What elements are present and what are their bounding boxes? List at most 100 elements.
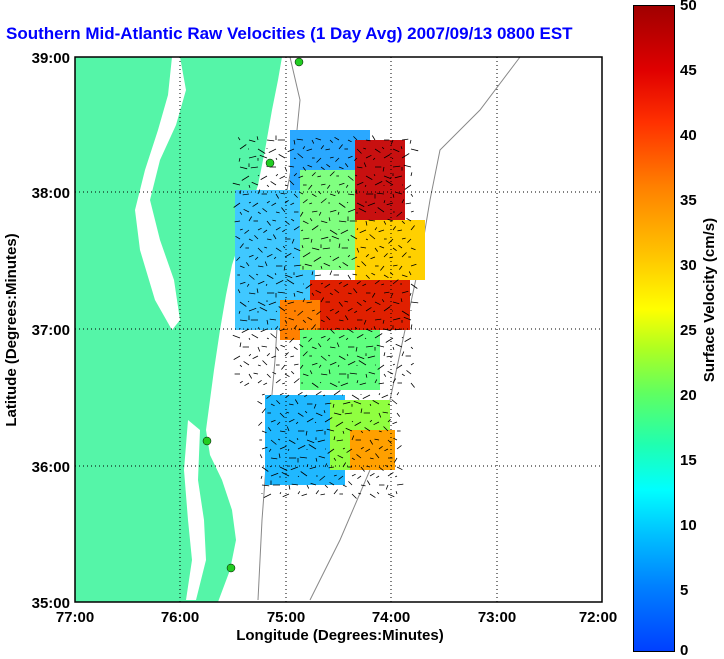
velocity-arrow bbox=[248, 201, 251, 204]
velocity-arrow bbox=[318, 364, 322, 368]
velocity-arrow bbox=[287, 148, 295, 153]
velocity-arrow bbox=[258, 421, 263, 426]
velocity-arrow bbox=[326, 184, 331, 189]
velocity-arrow bbox=[329, 139, 333, 143]
velocity-arrow bbox=[322, 247, 331, 250]
velocity-arrow bbox=[365, 175, 373, 180]
velocity-arrow bbox=[401, 274, 408, 278]
velocity-arrow bbox=[376, 491, 380, 495]
velocity-arrow bbox=[239, 380, 243, 384]
velocity-arrow bbox=[239, 265, 245, 269]
station-marker bbox=[265, 158, 275, 168]
velocity-arrow bbox=[337, 211, 340, 215]
velocity-arrow bbox=[356, 301, 362, 306]
velocity-arrow bbox=[239, 144, 247, 150]
velocity-arrow bbox=[383, 175, 392, 180]
velocity-arrow bbox=[241, 328, 250, 333]
velocity-arrow bbox=[360, 446, 364, 450]
velocity-arrow bbox=[363, 299, 367, 303]
x-tick-label: 75:00 bbox=[267, 609, 305, 626]
velocity-arrow bbox=[353, 288, 358, 294]
velocity-arrow bbox=[374, 148, 381, 153]
velocity-arrow bbox=[257, 400, 263, 405]
velocity-arrow bbox=[347, 254, 351, 258]
velocity-arrow bbox=[305, 430, 308, 436]
velocity-arrow bbox=[365, 345, 374, 348]
velocity-arrow bbox=[318, 191, 322, 195]
velocity-arrow bbox=[338, 475, 344, 480]
velocity-arrow bbox=[387, 403, 390, 406]
velocity-arrow bbox=[283, 265, 286, 271]
velocity-arrow bbox=[385, 484, 389, 490]
velocity-arrow bbox=[278, 306, 286, 312]
velocity-arrow bbox=[392, 378, 397, 384]
velocity-arrow bbox=[347, 175, 354, 181]
velocity-arrow bbox=[329, 308, 334, 312]
velocity-arrow bbox=[378, 412, 382, 418]
velocity-arrow bbox=[248, 337, 251, 340]
velocity-arrow bbox=[315, 429, 324, 432]
velocity-arrow bbox=[365, 448, 371, 453]
velocity-arrow bbox=[328, 369, 331, 375]
y-axis-label: Latitude (Degrees:Minutes) bbox=[3, 233, 20, 426]
velocity-arrow bbox=[288, 317, 295, 321]
velocity-arrow bbox=[373, 326, 376, 330]
velocity-arrow bbox=[293, 173, 297, 177]
velocity-arrow bbox=[306, 148, 313, 152]
velocity-arrow bbox=[266, 319, 269, 325]
velocity-arrow bbox=[398, 265, 403, 270]
velocity-arrow bbox=[284, 373, 290, 378]
velocity-arrow bbox=[263, 229, 268, 234]
velocity-arrow bbox=[307, 164, 313, 168]
velocity-arrow bbox=[308, 184, 313, 190]
velocity-arrow bbox=[270, 457, 278, 460]
velocity-arrow bbox=[347, 208, 356, 213]
velocity-arrow bbox=[311, 346, 317, 350]
velocity-arrow bbox=[393, 457, 398, 463]
velocity-arrow bbox=[351, 394, 360, 400]
velocity-arrow bbox=[340, 382, 349, 387]
velocity-arrow bbox=[295, 421, 299, 425]
velocity-arrow bbox=[281, 472, 290, 477]
velocity-arrow bbox=[409, 292, 412, 296]
velocity-arrow bbox=[395, 491, 398, 495]
velocity-arrow bbox=[410, 225, 415, 231]
velocity-arrow bbox=[326, 316, 331, 321]
velocity-arrow bbox=[236, 256, 241, 261]
velocity-arrow bbox=[311, 309, 315, 312]
velocity-arrow bbox=[351, 435, 355, 441]
velocity-arrow bbox=[365, 139, 371, 142]
velocity-arrow bbox=[358, 208, 367, 213]
velocity-arrow bbox=[320, 319, 325, 323]
velocity-arrow bbox=[296, 138, 304, 141]
velocity-arrow bbox=[275, 247, 282, 252]
velocity-arrow bbox=[351, 473, 356, 477]
velocity-arrow bbox=[346, 448, 353, 453]
velocity-arrow bbox=[375, 453, 380, 459]
velocity-arrow bbox=[324, 283, 331, 288]
velocity-arrow bbox=[282, 493, 290, 498]
velocity-arrow bbox=[374, 438, 380, 441]
velocity-arrow bbox=[270, 333, 277, 339]
velocity-field bbox=[235, 130, 425, 485]
velocity-arrow bbox=[277, 291, 286, 294]
velocity-arrow bbox=[344, 315, 349, 321]
velocity-arrow bbox=[396, 412, 401, 417]
velocity-arrow bbox=[299, 211, 304, 217]
velocity-arrow bbox=[324, 484, 328, 488]
velocity-arrow bbox=[275, 379, 281, 384]
velocity-arrow bbox=[261, 345, 268, 348]
velocity-arrow bbox=[311, 292, 315, 296]
velocity-arrow bbox=[257, 211, 261, 215]
velocity-arrow bbox=[248, 373, 253, 379]
velocity-arrow bbox=[284, 299, 287, 303]
velocity-arrow bbox=[317, 343, 322, 348]
velocity-arrow bbox=[287, 301, 295, 305]
velocity-arrow bbox=[374, 301, 381, 306]
velocity-arrow bbox=[256, 273, 259, 276]
velocity-arrow bbox=[372, 157, 376, 161]
velocity-arrow bbox=[275, 346, 280, 351]
velocity-arrow bbox=[239, 319, 248, 322]
velocity-arrow bbox=[278, 438, 281, 441]
velocity-arrow bbox=[286, 279, 295, 285]
